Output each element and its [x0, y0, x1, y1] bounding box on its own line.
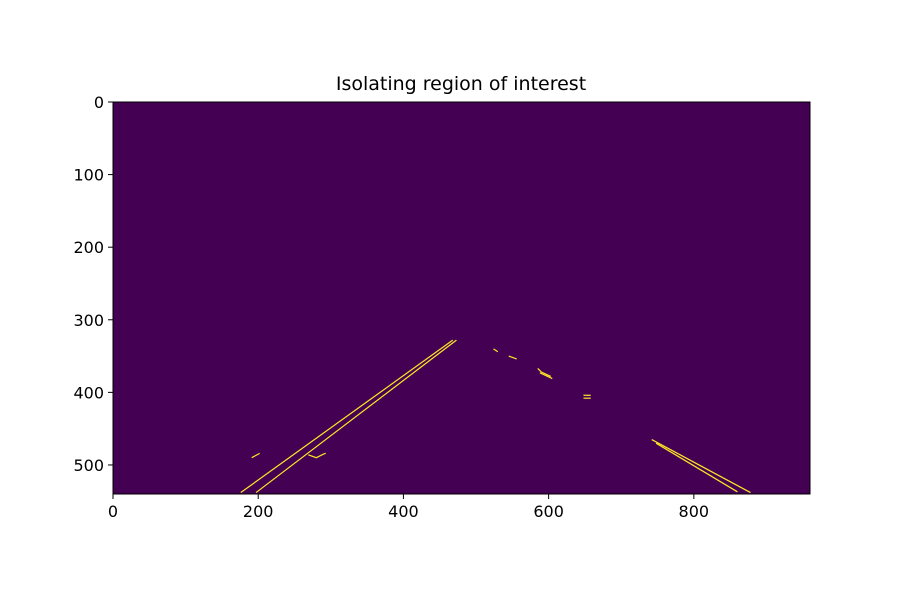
- x-tick-label: 600: [533, 502, 564, 521]
- y-tick-label: 500: [73, 456, 104, 475]
- x-tick-label: 200: [243, 502, 274, 521]
- x-tick-label: 400: [388, 502, 419, 521]
- edge-lines: [240, 339, 751, 494]
- edge-segment-right-lane-outer: [651, 439, 751, 494]
- image-background: [113, 102, 810, 494]
- edge-segment-left-small-2: [308, 452, 326, 459]
- edge-segment-right-lane-inner: [655, 442, 738, 493]
- edge-segment-right-dash-3: [537, 367, 552, 377]
- chart-title: Isolating region of interest: [336, 73, 586, 95]
- edge-segment-left-small-1: [251, 452, 260, 459]
- plot-frame: [112, 101, 811, 495]
- edge-segment-left-lane-outer: [240, 339, 454, 494]
- edge-segment-left-lane-inner: [255, 339, 457, 494]
- y-tick-label: 0: [94, 93, 104, 112]
- y-tick-label: 100: [73, 166, 104, 185]
- x-axis: 0 200 400 600 800: [108, 494, 709, 521]
- y-axis: 0 100 200 300 400 500: [73, 93, 113, 475]
- edge-segment-right-dash-1: [493, 348, 499, 353]
- y-tick-label: 300: [73, 311, 104, 330]
- x-tick-label: 0: [108, 502, 118, 521]
- y-tick-label: 200: [73, 238, 104, 257]
- x-tick-label: 800: [679, 502, 710, 521]
- y-tick-label: 400: [73, 383, 104, 402]
- edge-segment-right-dash-2: [508, 355, 517, 360]
- edge-segment-right-dash-4: [539, 372, 553, 380]
